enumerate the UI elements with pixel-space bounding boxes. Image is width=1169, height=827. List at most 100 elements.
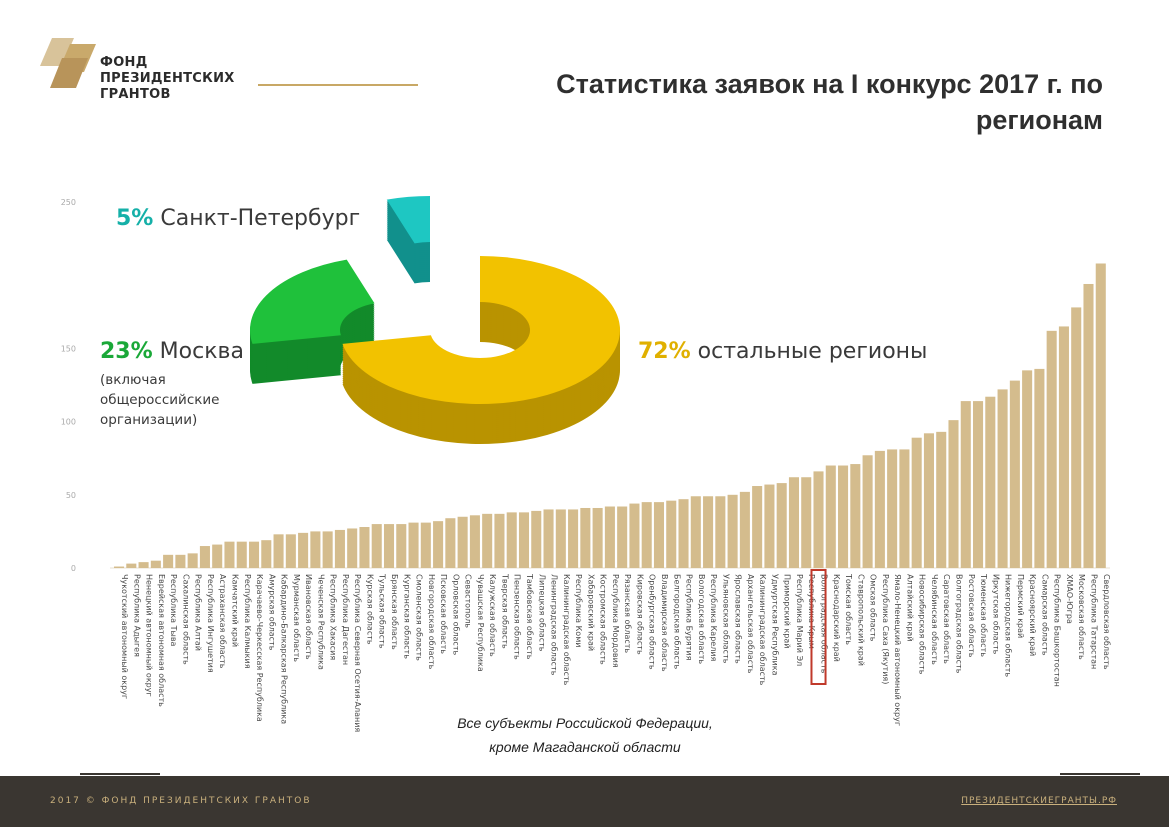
bar [298, 532, 309, 568]
x-tick-label: Псковская область [439, 574, 448, 654]
bar [334, 529, 345, 568]
header-divider [258, 84, 418, 86]
bar [1095, 263, 1106, 568]
x-tick-label: ХМАО-Югра [1065, 574, 1074, 624]
bar [273, 534, 284, 568]
x-tick-label: Республика Северная Осетия-Алания [353, 574, 362, 732]
x-tick-label: Ярославская область [734, 574, 743, 664]
bar [1009, 380, 1020, 568]
bar [960, 401, 971, 568]
bar [690, 496, 701, 568]
x-tick-label: Республика Тыва [169, 574, 178, 647]
bar [285, 534, 296, 568]
highlight-box [810, 569, 827, 685]
x-tick-label: Волгоградская область [820, 574, 829, 674]
bar [187, 553, 198, 568]
x-tick-label: Иркутская область [991, 574, 1000, 655]
bar [715, 496, 726, 568]
x-tick-label: Саратовская область [942, 574, 951, 664]
bar [518, 512, 530, 568]
bar [371, 524, 382, 568]
bar [813, 471, 824, 568]
bar [1034, 368, 1045, 568]
label-other-text: остальные регионы [697, 339, 928, 364]
bar [445, 518, 456, 568]
x-tick-label: Нижегородская область [1004, 574, 1013, 677]
bar [1083, 283, 1094, 568]
x-tick-label: Владимирская область [660, 574, 669, 672]
x-tick-label: Республика Ингушетия [206, 574, 215, 673]
bar [396, 524, 407, 568]
x-tick-label: Тамбовская область [525, 573, 534, 660]
bar [801, 477, 812, 568]
x-tick-label: Смоленская область [415, 574, 424, 661]
x-tick-labels: Чукотский автономный округ Республика Ады… [120, 569, 1111, 732]
corner-mark-right [1060, 773, 1140, 775]
bar [653, 502, 665, 568]
bar [739, 491, 750, 568]
x-tick-label: Белгородская область [672, 574, 681, 670]
footer-website-link[interactable]: ПРЕЗИДЕНТСКИЕГРАНТЫ.РФ [961, 796, 1117, 806]
x-tick-label: Алтайский край [905, 574, 914, 642]
bar [592, 507, 603, 568]
bar [1071, 307, 1082, 568]
bar [985, 396, 996, 568]
label-moscow-note: (включая общероссийские организации) [100, 372, 220, 428]
bar [199, 546, 210, 568]
bar [408, 522, 419, 568]
bar [923, 433, 934, 568]
x-tick-label: Свердловская область [1102, 574, 1111, 670]
bar [1058, 326, 1069, 568]
bar [936, 431, 947, 568]
x-tick-label: Калининградская область [758, 574, 767, 686]
bar [678, 499, 689, 568]
x-tick-label: Калининградская область [562, 574, 571, 686]
pie-slice-other [342, 256, 621, 404]
x-tick-label: Волгоградская область [955, 574, 964, 674]
x-tick-label: Новгородская область [427, 574, 436, 670]
bar [126, 563, 137, 568]
x-tick-label: Омская область [869, 574, 878, 642]
x-tick-label: Республика Дагестан [341, 574, 350, 665]
bar [469, 515, 480, 568]
label-other: 72% остальные регионы [638, 339, 927, 364]
x-tick-label: Чукотский автономный округ [120, 574, 129, 699]
bar [666, 500, 677, 568]
x-tick-label: Республика Калмыкия [243, 574, 252, 669]
x-tick-label: Оренбургская область [648, 574, 657, 670]
bar [322, 531, 333, 568]
bar [997, 389, 1008, 568]
bar [482, 513, 493, 568]
bar [838, 465, 849, 568]
chart-caption: Все субъекты Российской Федерации, кроме… [400, 711, 770, 759]
bar [212, 544, 223, 568]
x-tick-label: Московская область [1077, 574, 1086, 660]
y-tick-label: 150 [61, 344, 76, 353]
label-moscow: 23% Москва [100, 339, 244, 364]
caption-line-2: кроме Магаданской области [489, 739, 681, 755]
bar [752, 486, 763, 568]
bar [629, 503, 640, 568]
x-tick-label: Амурская область [267, 574, 276, 651]
bar [555, 509, 566, 568]
x-tick-label: Мурманская область [292, 574, 301, 662]
logo-line-2: ПРЕЗИДЕНТСКИХ [100, 71, 235, 86]
x-tick-label: Республика Карелия [709, 574, 718, 662]
bar [641, 502, 652, 568]
label-moscow-text: Москва [159, 339, 244, 364]
x-tick-label: Калужская область [488, 574, 497, 657]
bar [887, 449, 898, 568]
x-tick-label: Республика Хакасия [329, 574, 338, 660]
x-tick-label: Курская область [365, 574, 374, 645]
logo-text: ФОНД ПРЕЗИДЕНТСКИХ ГРАНТОВ [100, 55, 235, 103]
x-tick-label: Челябинская область [930, 574, 939, 665]
bar [874, 450, 885, 568]
bar [175, 554, 186, 568]
corner-mark-left [80, 773, 160, 775]
bar [531, 510, 542, 568]
bar [776, 483, 787, 568]
x-tick-label: Архангельская область [746, 574, 755, 674]
x-tick-label: Кировская область [635, 574, 644, 655]
x-tick-label: Республика Алтай [194, 574, 203, 651]
x-tick-label: Ленинградская область [550, 574, 559, 676]
